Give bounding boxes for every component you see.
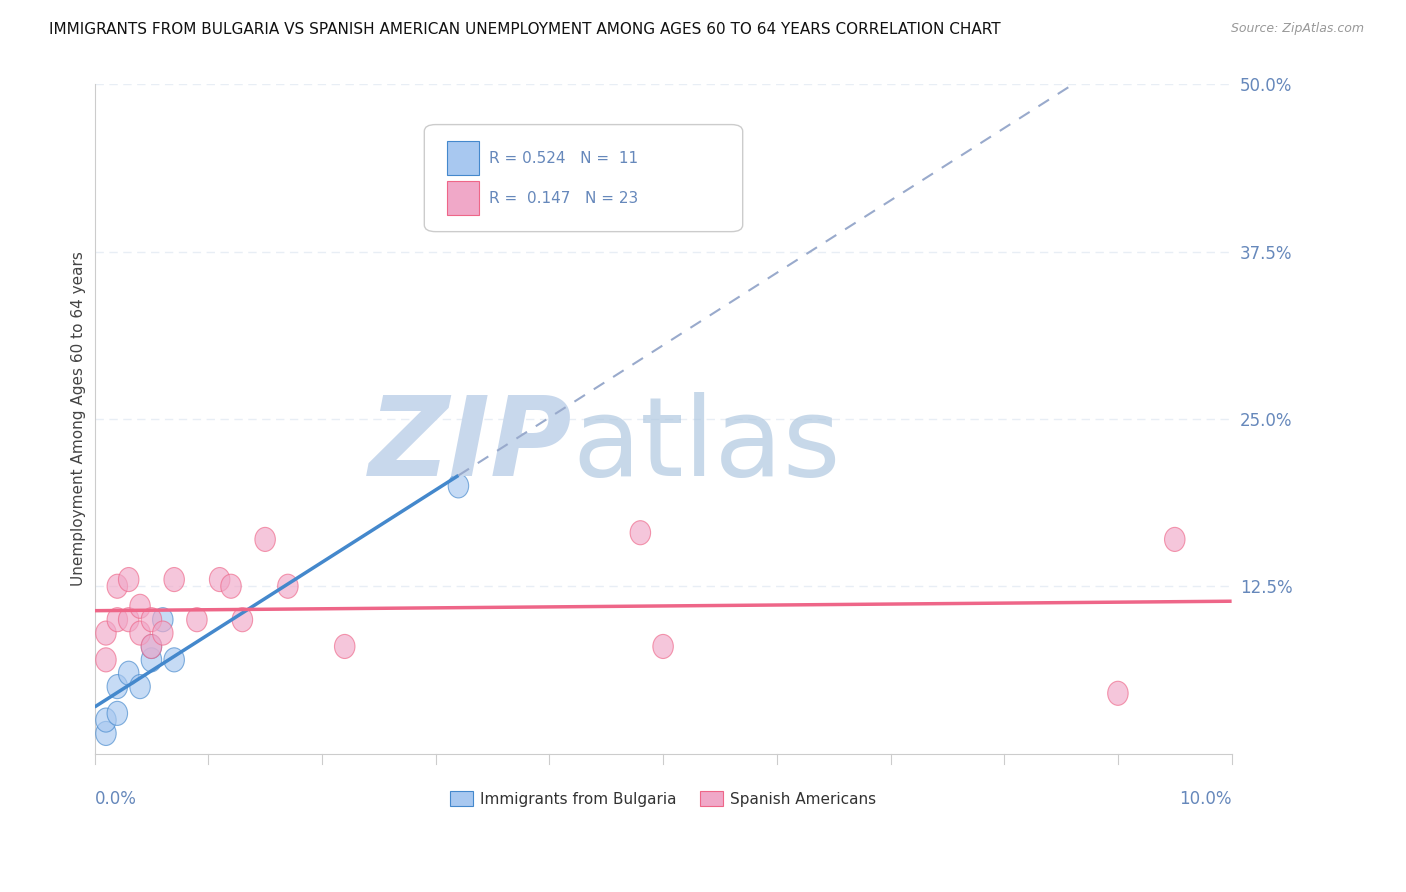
Ellipse shape — [96, 722, 117, 746]
Ellipse shape — [1108, 681, 1128, 706]
Ellipse shape — [277, 574, 298, 599]
Text: R = 0.524   N =  11: R = 0.524 N = 11 — [489, 151, 638, 166]
Ellipse shape — [449, 474, 468, 498]
Ellipse shape — [254, 527, 276, 551]
Ellipse shape — [107, 701, 128, 725]
Ellipse shape — [630, 521, 651, 545]
Ellipse shape — [652, 634, 673, 658]
Ellipse shape — [107, 674, 128, 698]
Text: IMMIGRANTS FROM BULGARIA VS SPANISH AMERICAN UNEMPLOYMENT AMONG AGES 60 TO 64 YE: IMMIGRANTS FROM BULGARIA VS SPANISH AMER… — [49, 22, 1001, 37]
Ellipse shape — [129, 674, 150, 698]
Ellipse shape — [107, 607, 128, 632]
Text: R =  0.147   N = 23: R = 0.147 N = 23 — [489, 191, 638, 206]
Ellipse shape — [118, 567, 139, 591]
FancyBboxPatch shape — [447, 141, 479, 175]
Ellipse shape — [118, 607, 139, 632]
Ellipse shape — [141, 648, 162, 672]
Legend: Immigrants from Bulgaria, Spanish Americans: Immigrants from Bulgaria, Spanish Americ… — [444, 785, 883, 813]
Text: ZIP: ZIP — [368, 392, 572, 500]
Ellipse shape — [335, 634, 354, 658]
Ellipse shape — [1164, 527, 1185, 551]
Ellipse shape — [141, 607, 162, 632]
FancyBboxPatch shape — [425, 125, 742, 232]
Text: atlas: atlas — [572, 392, 841, 500]
Ellipse shape — [209, 567, 231, 591]
Text: Source: ZipAtlas.com: Source: ZipAtlas.com — [1230, 22, 1364, 36]
Ellipse shape — [141, 634, 162, 658]
Ellipse shape — [129, 594, 150, 618]
Text: 0.0%: 0.0% — [94, 790, 136, 808]
Ellipse shape — [107, 574, 128, 599]
Ellipse shape — [129, 621, 150, 645]
Ellipse shape — [153, 621, 173, 645]
Ellipse shape — [96, 708, 117, 732]
Y-axis label: Unemployment Among Ages 60 to 64 years: Unemployment Among Ages 60 to 64 years — [72, 252, 86, 586]
Ellipse shape — [96, 621, 117, 645]
Ellipse shape — [187, 607, 207, 632]
Ellipse shape — [96, 648, 117, 672]
Ellipse shape — [153, 607, 173, 632]
Ellipse shape — [118, 661, 139, 685]
FancyBboxPatch shape — [447, 181, 479, 215]
Ellipse shape — [141, 634, 162, 658]
Ellipse shape — [221, 574, 242, 599]
Text: 10.0%: 10.0% — [1180, 790, 1232, 808]
Ellipse shape — [232, 607, 253, 632]
Ellipse shape — [165, 567, 184, 591]
Ellipse shape — [165, 648, 184, 672]
